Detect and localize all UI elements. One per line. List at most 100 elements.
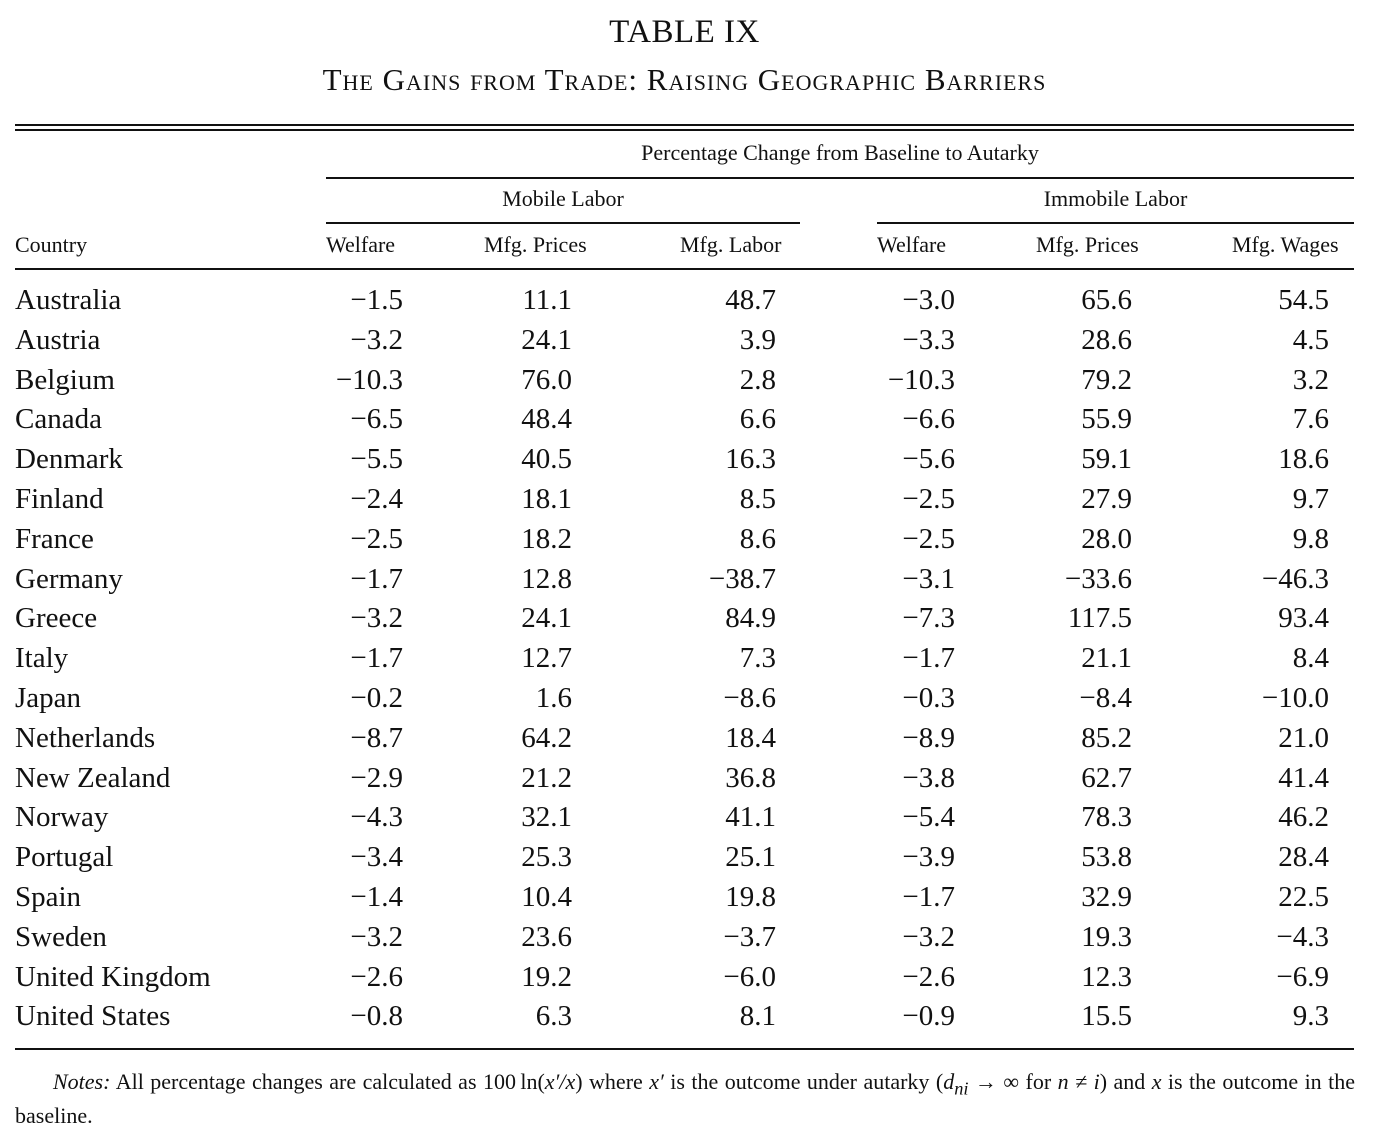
cell-labor-mobile: 25.1 — [725, 841, 776, 874]
cell-wages-immobile: 21.0 — [1278, 721, 1329, 754]
cell-labor-mobile: 18.4 — [725, 721, 776, 754]
cell-prices-immobile: 12.3 — [1081, 960, 1132, 993]
cell-prices-immobile: 79.2 — [1081, 363, 1132, 396]
cell-wages-immobile: 41.4 — [1278, 761, 1329, 794]
cell-country: Australia — [15, 284, 122, 316]
cell-prices-immobile: 19.3 — [1081, 920, 1132, 953]
spanner-rule — [326, 177, 1354, 179]
cell-prices-immobile: 55.9 — [1081, 403, 1132, 436]
cell-wages-immobile: 9.3 — [1292, 1000, 1329, 1033]
notes-label: Notes: — [53, 1069, 111, 1094]
cell-country: Netherlands — [15, 721, 156, 754]
cell-welfare-mobile: −3.2 — [350, 602, 403, 635]
cell-country: Japan — [15, 682, 82, 714]
cell-prices-immobile: 59.1 — [1081, 443, 1132, 476]
cell-labor-mobile: −38.7 — [708, 562, 776, 595]
cell-welfare-immobile: −5.6 — [902, 443, 955, 476]
cell-prices-mobile: 10.4 — [521, 881, 572, 913]
cell-country: Greece — [15, 602, 98, 635]
cell-labor-mobile: 8.1 — [739, 1000, 776, 1033]
cell-welfare-immobile: −1.7 — [902, 881, 955, 913]
cell-prices-mobile: 24.1 — [521, 602, 572, 635]
cell-wages-immobile: 93.4 — [1278, 602, 1329, 635]
cell-wages-immobile: −4.3 — [1276, 920, 1329, 953]
column-header-prices-mobile: Mfg. Prices — [484, 232, 587, 257]
cell-welfare-immobile: −6.6 — [902, 403, 955, 436]
cell-prices-mobile: 48.4 — [521, 403, 572, 436]
table-caption: The Gains from Trade: Raising Geographic… — [322, 62, 1047, 97]
cell-prices-immobile: 32.9 — [1081, 881, 1132, 913]
cell-prices-mobile: 11.1 — [522, 284, 572, 316]
column-header-welfare-immobile: Welfare — [877, 232, 947, 257]
cell-welfare-immobile: −10.3 — [887, 363, 955, 396]
cell-welfare-immobile: −2.5 — [902, 483, 955, 515]
cell-welfare-mobile: −3.2 — [350, 920, 403, 953]
cell-country: Germany — [15, 562, 123, 595]
cell-prices-mobile: 25.3 — [521, 841, 572, 874]
notes-text-10: ) and — [1099, 1069, 1152, 1094]
cell-welfare-mobile: −6.5 — [350, 403, 403, 436]
cell-prices-immobile: −8.4 — [1079, 682, 1132, 714]
cell-labor-mobile: 16.3 — [725, 443, 776, 476]
column-header-wages-immobile: Mfg. Wages — [1232, 232, 1339, 257]
group-header-mobile: Mobile Labor — [502, 186, 624, 211]
cell-labor-mobile: 19.8 — [725, 881, 776, 913]
notes-xprime: x′ — [649, 1069, 664, 1094]
cell-wages-immobile: 4.5 — [1292, 323, 1329, 356]
cell-prices-immobile: 28.6 — [1081, 323, 1132, 356]
cell-welfare-immobile: −3.1 — [902, 562, 955, 595]
cell-welfare-mobile: −1.5 — [350, 284, 403, 316]
cell-country: Finland — [15, 483, 104, 515]
column-header-prices-immobile: Mfg. Prices — [1036, 232, 1139, 257]
cell-prices-immobile: 53.8 — [1081, 841, 1132, 874]
cell-prices-immobile: 15.5 — [1081, 1000, 1132, 1033]
cell-welfare-immobile: −2.6 — [902, 960, 955, 993]
cell-welfare-mobile: −2.6 — [350, 960, 403, 993]
cell-wages-immobile: 7.6 — [1292, 403, 1329, 436]
cell-welfare-immobile: −3.0 — [902, 284, 955, 316]
cell-prices-mobile: 6.3 — [535, 1000, 572, 1033]
top-rule-1 — [15, 124, 1354, 126]
cell-welfare-mobile: −3.4 — [350, 841, 403, 874]
cell-welfare-immobile: −5.4 — [902, 801, 955, 834]
cell-labor-mobile: 8.5 — [739, 483, 776, 515]
cell-labor-mobile: 8.6 — [739, 522, 776, 555]
notes-ratio: x′/x — [544, 1069, 576, 1094]
cell-welfare-immobile: −3.2 — [902, 920, 955, 953]
cell-wages-immobile: −46.3 — [1261, 562, 1329, 595]
cell-welfare-immobile: −3.9 — [902, 841, 955, 874]
cell-prices-immobile: 62.7 — [1081, 761, 1132, 794]
cell-welfare-mobile: −1.7 — [350, 562, 403, 595]
cell-prices-mobile: 18.2 — [521, 522, 572, 555]
cell-country: United States — [15, 1000, 171, 1033]
cell-welfare-immobile: −0.3 — [902, 682, 955, 714]
cell-country: Denmark — [15, 443, 123, 476]
cell-prices-mobile: 12.7 — [521, 642, 572, 675]
bottom-rule — [15, 1048, 1354, 1050]
cell-wages-immobile: −6.9 — [1276, 960, 1329, 993]
notes-x: x — [1151, 1069, 1162, 1094]
cell-prices-mobile: 23.6 — [521, 920, 572, 953]
cell-wages-immobile: 28.4 — [1278, 841, 1329, 874]
cell-prices-immobile: −33.6 — [1064, 562, 1132, 595]
cell-country: Spain — [15, 881, 82, 913]
cell-labor-mobile: 41.1 — [725, 801, 776, 834]
cell-welfare-immobile: −8.9 — [902, 721, 955, 754]
cell-welfare-mobile: −2.5 — [350, 522, 403, 555]
cell-prices-immobile: 85.2 — [1081, 721, 1132, 754]
cell-prices-mobile: 12.8 — [521, 562, 572, 595]
cell-wages-immobile: 22.5 — [1278, 881, 1329, 913]
cell-welfare-mobile: −0.2 — [350, 682, 403, 714]
cell-welfare-immobile: −0.9 — [902, 1000, 955, 1033]
cell-labor-mobile: −6.0 — [723, 960, 776, 993]
cell-wages-immobile: 9.7 — [1292, 483, 1329, 515]
notes-d: d — [943, 1069, 955, 1094]
cell-labor-mobile: 36.8 — [725, 761, 776, 794]
cell-country: France — [15, 522, 94, 555]
cell-prices-immobile: 21.1 — [1081, 642, 1132, 675]
cell-welfare-mobile: −0.8 — [350, 1000, 403, 1033]
cell-prices-immobile: 65.6 — [1081, 284, 1132, 316]
cell-labor-mobile: 7.3 — [739, 642, 776, 675]
notes-text-1: All percentage changes are calculated as… — [115, 1069, 545, 1094]
cell-prices-mobile: 64.2 — [521, 721, 572, 754]
